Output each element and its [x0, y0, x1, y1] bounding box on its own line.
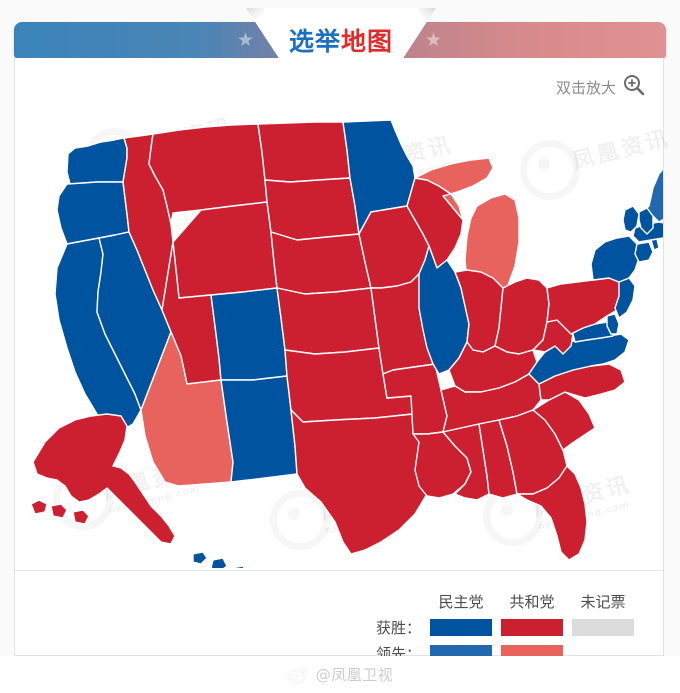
state-WY[interactable] — [172, 201, 278, 299]
state-AK-tail1[interactable] — [30, 499, 48, 515]
banner: ★ ★ 选举地图 — [0, 0, 680, 68]
legend-row-label-won: 获胜： — [375, 619, 421, 637]
state-AK-tail2[interactable] — [50, 503, 68, 519]
state-CT[interactable] — [634, 241, 654, 263]
page-title-blue: 选举 — [288, 27, 341, 56]
legend-swatch-won-republican-cell — [501, 617, 563, 638]
state-VT[interactable] — [622, 205, 640, 233]
legend-row-won: 获胜： — [376, 617, 634, 638]
magnifier-plus-icon[interactable] — [623, 74, 645, 100]
state-ME[interactable] — [646, 162, 663, 223]
state-CO[interactable] — [210, 287, 288, 381]
map-card: 双击放大 凤凰资讯 news.ifeng.com 凤凰资讯 news.ifeng… — [14, 58, 673, 663]
state-SD[interactable] — [264, 177, 360, 241]
state-TX[interactable] — [290, 409, 428, 555]
state-FL[interactable] — [516, 465, 588, 561]
state-NJ[interactable] — [614, 277, 636, 319]
legend-col-uncounted: 未记票 — [580, 593, 626, 611]
state-ND[interactable] — [257, 121, 351, 183]
state-HI-1[interactable] — [192, 551, 208, 565]
legend-col-republican: 共和党 — [509, 593, 555, 611]
state-AK[interactable] — [32, 413, 176, 545]
banner-title-tab: 选举地图 — [246, 8, 436, 66]
page-title: 选举地图 — [246, 22, 436, 58]
star-icon-right: ★ — [424, 30, 443, 51]
weibo-logo — [286, 666, 309, 684]
state-DE[interactable] — [606, 313, 620, 335]
zoom-hint-label: 双击放大 — [555, 78, 616, 97]
legend-divider — [15, 570, 663, 571]
legend-col-democrat: 民主党 — [438, 593, 484, 611]
us-map-svg[interactable] — [15, 102, 663, 568]
legend-swatch-won-democrat — [430, 619, 492, 636]
state-MI-upper[interactable] — [414, 157, 494, 221]
footer-watermark: @凤凰卫视 — [0, 656, 680, 693]
state-NY[interactable] — [590, 235, 640, 283]
zoom-hint[interactable]: 双击放大 — [556, 74, 645, 100]
state-NE[interactable] — [270, 231, 372, 295]
legend-header-row: 民主党 共和党 未记票 — [376, 591, 634, 612]
us-election-map[interactable] — [15, 102, 663, 568]
legend-swatch-won-uncounted-cell — [572, 617, 634, 638]
legend-swatch-won-democrat-cell — [430, 617, 492, 638]
star-icon-left: ★ — [236, 30, 255, 51]
state-KS[interactable] — [276, 287, 380, 355]
legend-swatch-won-uncounted — [572, 619, 634, 636]
page-title-red: 地图 — [341, 27, 394, 56]
legend-table: 民主党 共和党 未记票 获胜： 领先： — [367, 586, 643, 669]
legend-corner-spacer — [376, 591, 421, 612]
state-AK-tail3[interactable] — [72, 509, 90, 525]
legend-swatch-won-republican — [501, 619, 563, 636]
state-NM[interactable] — [220, 375, 298, 483]
state-HI-2[interactable] — [210, 557, 228, 568]
footer-account-name: @凤凰卫视 — [315, 666, 394, 684]
state-HI-3[interactable] — [229, 565, 247, 568]
map-legend: 民主党 共和党 未记票 获胜： 领先： — [367, 586, 643, 669]
state-WA[interactable] — [66, 137, 128, 185]
